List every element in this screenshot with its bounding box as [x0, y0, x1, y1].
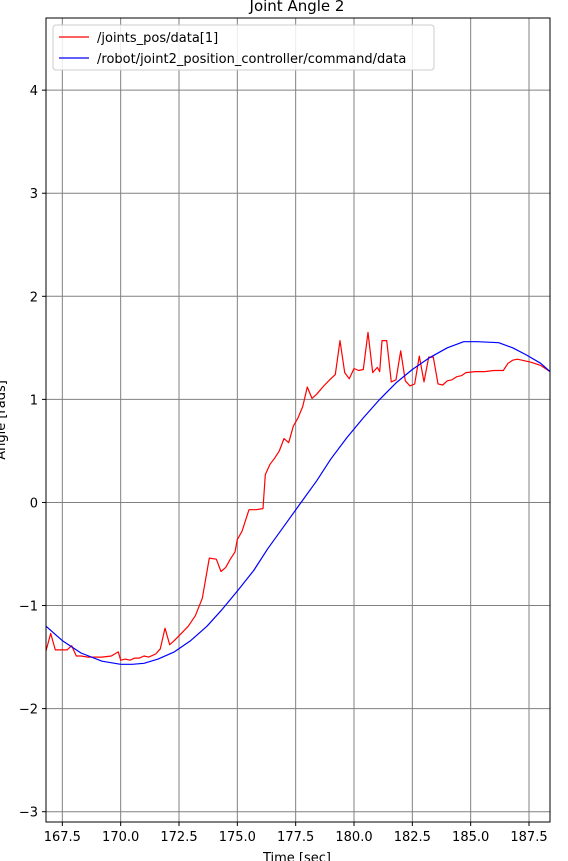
ticks: 167.5 170.0 172.5 175.0 177.5 180.0 182.5 185.0…	[19, 84, 548, 845]
series-line-joints-pos	[46, 331, 550, 661]
legend-box	[52, 24, 435, 71]
y-tick-label: −1	[19, 600, 38, 615]
legend: /joints_pos/data[1] /robot/joint2_positi…	[52, 24, 435, 71]
x-tick-label: 185.0	[452, 830, 489, 845]
y-tick-label: −2	[19, 703, 38, 718]
y-tick-label: 0	[30, 496, 38, 511]
x-tick-label: 175.0	[219, 830, 256, 845]
x-tick-label: 170.0	[102, 830, 139, 845]
series-layer	[46, 331, 550, 665]
y-tick-label: 3	[30, 187, 38, 202]
x-tick-label: 180.0	[335, 830, 372, 845]
grid	[46, 18, 550, 822]
y-tick-label: 1	[30, 393, 38, 408]
legend-label-joints-pos: /joints_pos/data[1]	[97, 31, 218, 46]
plot-area	[46, 18, 550, 822]
x-axis-title: Time [sec]	[262, 851, 331, 861]
x-tick-label: 172.5	[160, 830, 197, 845]
chart-title: Joint Angle 2	[249, 0, 345, 15]
series-line-controller-command	[46, 341, 550, 665]
x-tick-label: 182.5	[394, 830, 431, 845]
legend-label-controller-command: /robot/joint2_position_controller/comman…	[97, 52, 406, 67]
x-tick-label: 177.5	[277, 830, 314, 845]
y-tick-label: 2	[30, 290, 38, 305]
y-tick-label: −3	[19, 806, 38, 821]
x-tick-label: 167.5	[44, 830, 81, 845]
y-axis-title: Angle [rads]	[0, 380, 9, 460]
x-tick-label: 187.5	[510, 830, 547, 845]
plot-frame	[45, 17, 551, 823]
y-tick-label: 4	[30, 84, 38, 99]
